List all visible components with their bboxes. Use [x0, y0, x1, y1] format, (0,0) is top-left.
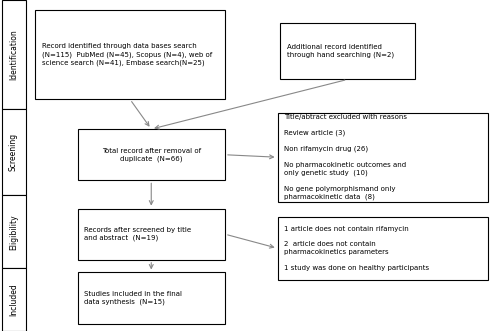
Text: Additional record identified
through hand searching (N=2): Additional record identified through han… — [286, 44, 394, 59]
FancyBboxPatch shape — [278, 217, 488, 280]
Text: Records after screened by title
and abstract  (N=19): Records after screened by title and abst… — [84, 227, 191, 241]
Text: Record identified through data bases search
(N=115)  PubMed (N=45), Scopus (N=4): Record identified through data bases sea… — [42, 43, 212, 66]
FancyBboxPatch shape — [35, 10, 225, 99]
Text: Title/abtract excluded with reasons

Review article (3)

Non rifamycin drug (26): Title/abtract excluded with reasons Revi… — [284, 115, 407, 200]
FancyBboxPatch shape — [2, 195, 25, 268]
FancyBboxPatch shape — [2, 109, 25, 195]
FancyBboxPatch shape — [78, 209, 225, 260]
FancyBboxPatch shape — [280, 23, 415, 79]
Text: Screening: Screening — [9, 133, 18, 171]
Text: Included: Included — [9, 283, 18, 316]
Text: Total record after removal of
duplicate  (N=66): Total record after removal of duplicate … — [102, 148, 201, 162]
Text: Eligibility: Eligibility — [9, 214, 18, 250]
FancyBboxPatch shape — [2, 0, 25, 109]
Text: 1 article does not contain rifamycin

2  article does not contain
pharmacokineti: 1 article does not contain rifamycin 2 a… — [284, 226, 429, 271]
Text: Studies included in the final
data synthesis  (N=15): Studies included in the final data synth… — [84, 291, 182, 305]
FancyBboxPatch shape — [2, 268, 25, 331]
FancyBboxPatch shape — [278, 113, 488, 202]
FancyBboxPatch shape — [78, 129, 225, 180]
Text: Identification: Identification — [9, 29, 18, 80]
FancyBboxPatch shape — [78, 272, 225, 324]
